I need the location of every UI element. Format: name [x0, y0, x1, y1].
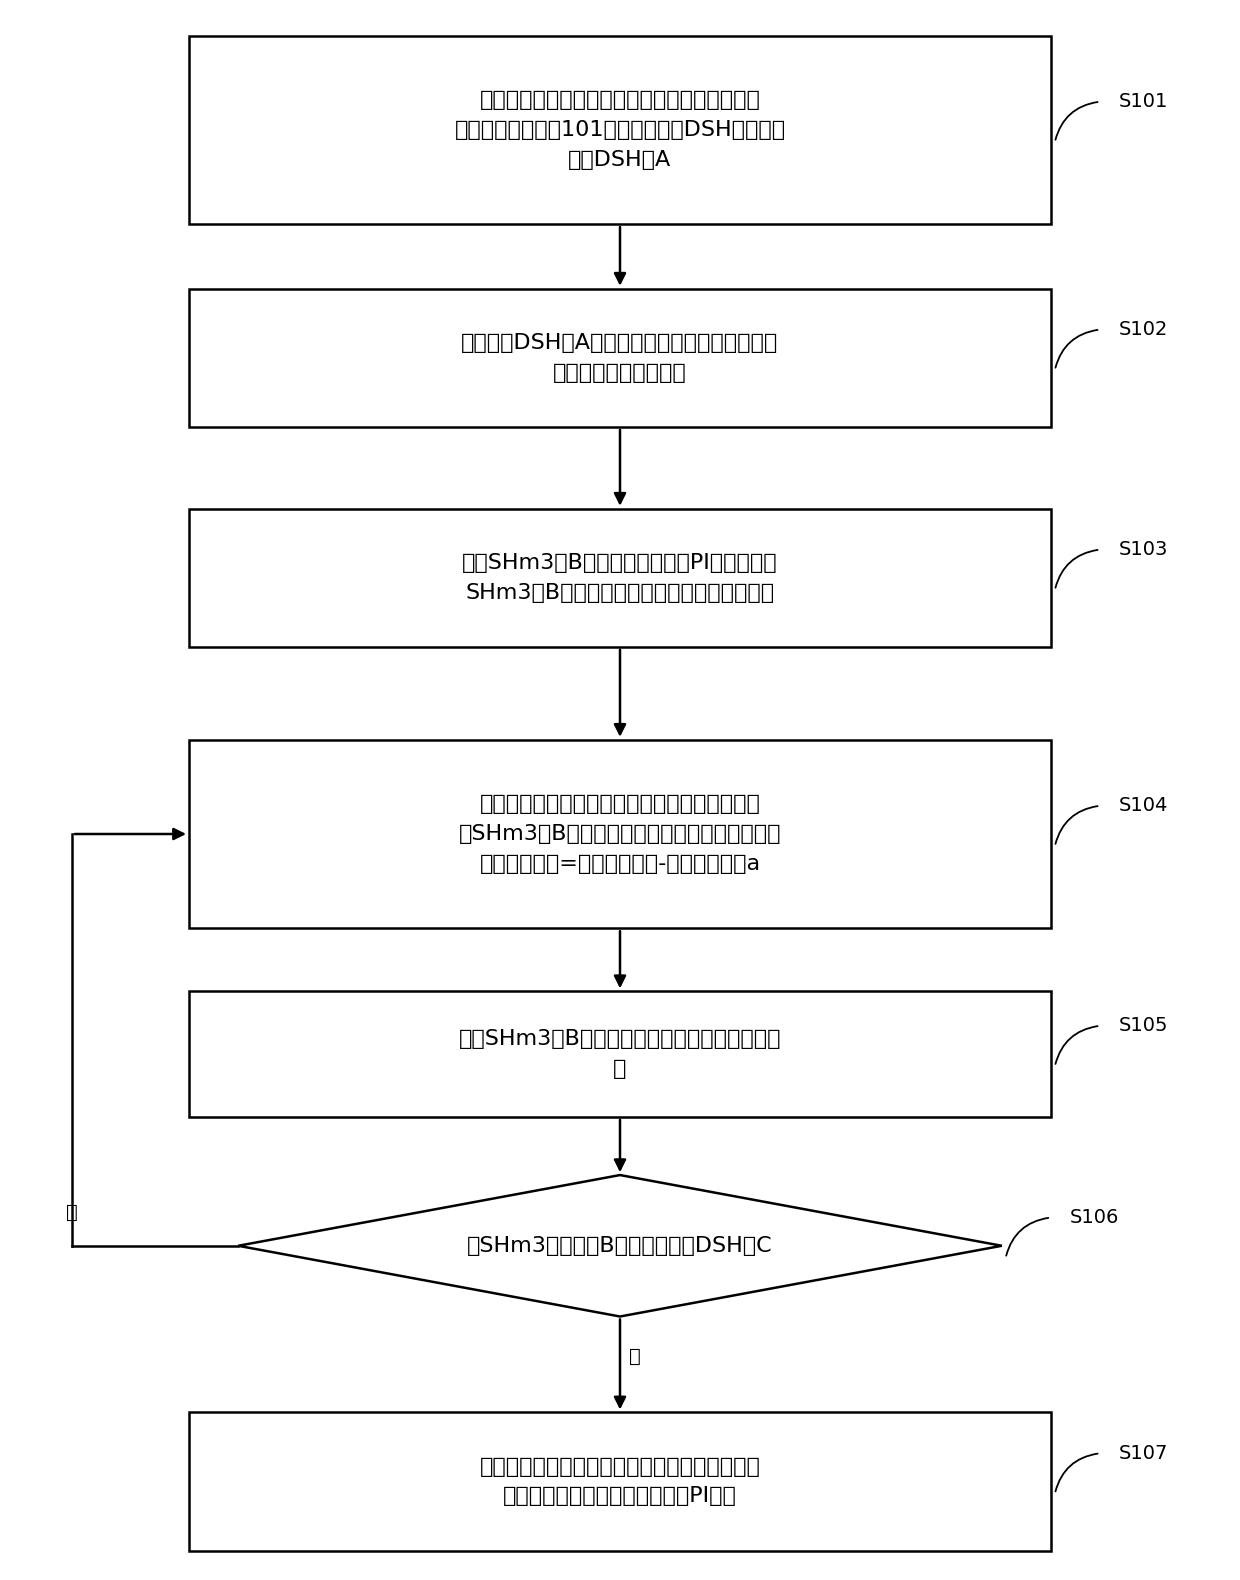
- Text: S107: S107: [1118, 1444, 1168, 1463]
- Text: 否: 否: [66, 1204, 77, 1223]
- FancyBboxPatch shape: [188, 1413, 1052, 1550]
- Text: 是: 是: [629, 1348, 641, 1367]
- FancyBboxPatch shape: [188, 289, 1052, 427]
- Text: 如果判断DSH＜A，说明压缩机存在回液风险，初
始化第二节流阀的开度: 如果判断DSH＜A，说明压缩机存在回液风险，初 始化第二节流阀的开度: [461, 333, 779, 382]
- FancyBboxPatch shape: [188, 36, 1052, 224]
- Text: 根据SHm3和B对第二节流阀进行PI调节，如果
SHm3＜B，则对第二节流阀进行开度调小控制: 根据SHm3和B对第二节流阀进行PI调节，如果 SHm3＜B，则对第二节流阀进行…: [463, 553, 777, 602]
- Text: S103: S103: [1118, 540, 1168, 559]
- Text: S106: S106: [1070, 1209, 1118, 1228]
- Text: 根据SHm3和B继续对第二节流阀进行开度调小控
制: 根据SHm3和B继续对第二节流阀进行开度调小控 制: [459, 1029, 781, 1079]
- FancyBboxPatch shape: [188, 509, 1052, 646]
- Text: 将第二节流阀的开度稳定在当前较小开度，或者
根据工况变化对第二节流阀进行PI调节: 将第二节流阀的开度稳定在当前较小开度，或者 根据工况变化对第二节流阀进行PI调节: [480, 1457, 760, 1506]
- Text: S104: S104: [1118, 796, 1168, 815]
- Text: 当第二节流阀的开度调节到最小开度时，如果依
然SHm3＜B，则对最小开度进行调小修正，修正
后的最小开度=当前最小开度-预设开度阈值a: 当第二节流阀的开度调节到最小开度时，如果依 然SHm3＜B，则对最小开度进行调小…: [459, 795, 781, 874]
- FancyBboxPatch shape: [188, 739, 1052, 929]
- FancyBboxPatch shape: [188, 991, 1052, 1117]
- Text: 当SHm3再次达到B时，判断是否DSH＞C: 当SHm3再次达到B时，判断是否DSH＞C: [467, 1236, 773, 1256]
- Text: 多联机系统在主制冷模式或纯制冷模式下进行工
作时，获取压缩机101的排气过热度DSH，并判断
是否DSH＜A: 多联机系统在主制冷模式或纯制冷模式下进行工 作时，获取压缩机101的排气过热度D…: [454, 90, 786, 169]
- Polygon shape: [238, 1176, 1002, 1316]
- Text: S101: S101: [1118, 92, 1168, 111]
- Text: S102: S102: [1118, 321, 1168, 340]
- Text: S105: S105: [1118, 1016, 1168, 1035]
